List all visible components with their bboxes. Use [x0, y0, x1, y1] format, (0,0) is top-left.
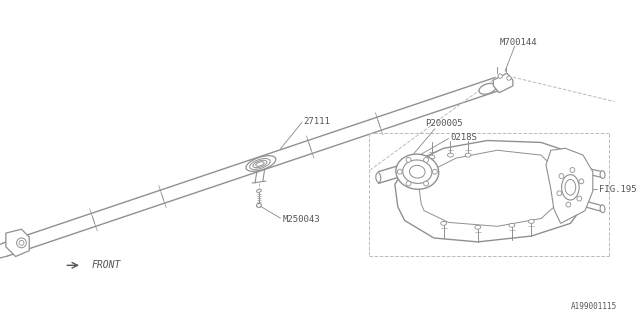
Polygon shape — [6, 229, 29, 257]
Ellipse shape — [257, 204, 261, 207]
Circle shape — [507, 76, 511, 80]
Circle shape — [566, 202, 571, 207]
Circle shape — [424, 181, 429, 186]
Ellipse shape — [410, 165, 425, 178]
Ellipse shape — [403, 160, 432, 183]
Ellipse shape — [257, 189, 261, 192]
Ellipse shape — [376, 173, 381, 182]
Circle shape — [570, 168, 575, 172]
Ellipse shape — [600, 171, 605, 179]
Text: M700144: M700144 — [499, 37, 537, 46]
Circle shape — [19, 240, 24, 245]
Ellipse shape — [396, 154, 438, 189]
Circle shape — [424, 157, 429, 162]
Text: 27111: 27111 — [304, 117, 331, 126]
Polygon shape — [419, 150, 561, 226]
Text: P200005: P200005 — [425, 119, 463, 128]
Text: M250043: M250043 — [282, 215, 320, 224]
Circle shape — [579, 179, 584, 184]
Circle shape — [433, 169, 437, 174]
Circle shape — [406, 181, 411, 186]
Circle shape — [557, 191, 562, 196]
Text: FIG.195: FIG.195 — [598, 185, 636, 194]
Text: 0218S: 0218S — [451, 133, 477, 142]
Ellipse shape — [479, 84, 496, 94]
Ellipse shape — [475, 225, 481, 229]
Ellipse shape — [253, 160, 267, 168]
Text: A199001115: A199001115 — [571, 302, 617, 311]
Polygon shape — [395, 140, 585, 242]
Polygon shape — [493, 73, 513, 93]
Ellipse shape — [441, 221, 447, 225]
Circle shape — [17, 238, 26, 248]
Ellipse shape — [447, 153, 453, 157]
Polygon shape — [546, 148, 593, 223]
Ellipse shape — [256, 162, 264, 166]
Ellipse shape — [429, 155, 435, 159]
Ellipse shape — [561, 175, 579, 200]
Circle shape — [498, 74, 502, 78]
Circle shape — [559, 173, 564, 179]
Ellipse shape — [250, 158, 270, 170]
Ellipse shape — [565, 180, 576, 195]
Ellipse shape — [465, 153, 471, 157]
Circle shape — [577, 196, 582, 201]
Circle shape — [397, 169, 402, 174]
Ellipse shape — [600, 205, 605, 213]
Ellipse shape — [529, 220, 534, 223]
Text: FRONT: FRONT — [92, 260, 121, 270]
Ellipse shape — [509, 223, 515, 227]
Ellipse shape — [246, 156, 276, 171]
Circle shape — [406, 157, 411, 162]
